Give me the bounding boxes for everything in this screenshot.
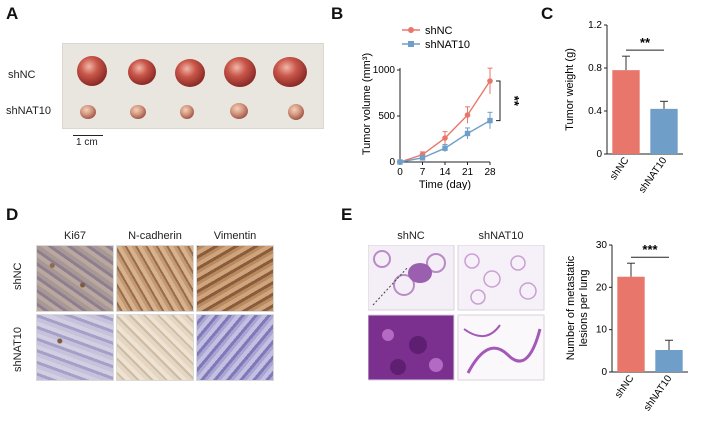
y-axis-label: Tumor weight (g) — [564, 48, 576, 131]
x-axis-label: Time (day) — [419, 179, 471, 190]
y-tick-label: 0 — [389, 157, 395, 168]
scale-bar — [73, 135, 103, 136]
bar-shNAT10 — [650, 108, 678, 154]
y-axis-label: Tumor volume (mm³) — [361, 53, 373, 155]
panel-letter-b: B — [331, 4, 344, 23]
bar-shNC — [617, 276, 645, 372]
panel-letter-a: A — [6, 4, 19, 23]
data-point-shNAT10 — [487, 117, 493, 124]
panel-d-col-ki67: Ki67 — [63, 230, 87, 242]
panel-a-row-label-shnc: shNC — [8, 69, 36, 81]
panel-d-row-label-shnc: shNC — [12, 262, 24, 290]
y-tick-label: 500 — [378, 111, 395, 122]
y-tick-label: 30 — [596, 240, 608, 251]
data-point-shNC — [487, 78, 493, 84]
significance-label: ** — [507, 96, 520, 107]
data-point-shNC — [464, 112, 471, 118]
panel-d-row-label-shnat10: shNAT10 — [12, 326, 24, 372]
ihc-image-ncadherin-shnat10 — [116, 314, 194, 381]
x-tick-label: shNC — [613, 373, 636, 400]
tumor-weight-chart: 0 0.4 0.8 1.2 shNC shNAT10 ** Tumor weight (g) — [564, 20, 683, 195]
significance-bracket — [496, 80, 501, 122]
bar-shNAT10 — [655, 349, 683, 372]
y-tick-label: 1.2 — [588, 20, 602, 31]
scale-bar-label: 1 cm — [76, 137, 98, 148]
panel-letter-c: C — [541, 4, 554, 23]
legend-marker-shNC — [408, 27, 414, 33]
x-tick-label: 0 — [397, 167, 403, 178]
panel-d-col-vimentin: Vimentin — [213, 230, 257, 242]
data-point-shNAT10 — [397, 159, 403, 165]
x-tick-label: shNC — [608, 155, 631, 182]
lung-he-images — [368, 245, 545, 381]
y-tick-label: 20 — [596, 282, 608, 293]
metastatic-lesions-chart: 0 10 20 30 shNC shNAT10 *** Number of metastati… — [565, 240, 688, 413]
x-tick-label: 28 — [484, 167, 496, 178]
ihc-image-ncadherin-shnc — [116, 245, 194, 312]
significance-label: *** — [642, 242, 658, 257]
data-point-shNAT10 — [464, 130, 471, 137]
panel-letter-e: E — [341, 205, 353, 224]
significance-label: ** — [640, 35, 651, 50]
legend-label-shNC: shNC — [425, 25, 453, 37]
panel-e-col-shnc: shNC — [397, 230, 425, 242]
y-tick-label: 1000 — [373, 65, 396, 76]
x-tick-label: 14 — [439, 167, 451, 178]
y-tick-label: 0.8 — [588, 63, 602, 74]
y-axis-label: Number of metastaticlesions per lung — [565, 255, 590, 360]
ihc-image-ki67-shnc — [36, 245, 114, 312]
panel-e-col-shnat10: shNAT10 — [478, 230, 524, 242]
panel-d-col-ncadherin: N-cadherin — [128, 230, 182, 242]
x-tick-label: shNAT10 — [637, 155, 670, 195]
y-tick-label: 0.4 — [588, 106, 602, 117]
data-point-shNAT10 — [442, 145, 448, 151]
ihc-image-ki67-shnat10 — [36, 314, 114, 381]
legend-label-shNAT10: shNAT10 — [425, 39, 470, 51]
y-tick-label: 0 — [596, 149, 602, 160]
data-point-shNC — [442, 135, 448, 141]
legend-marker-shNAT10 — [408, 41, 414, 47]
y-tick-label: 10 — [596, 325, 608, 336]
tumor-volume-chart: 0 500 1000 0 7 14 21 28 Time (day) Tumor volume (… — [361, 25, 520, 190]
x-tick-label: 7 — [420, 167, 426, 178]
y-tick-label: 0 — [601, 367, 607, 378]
panel-letter-d: D — [6, 205, 19, 224]
ihc-image-vimentin-shnat10 — [196, 314, 274, 381]
tumor-photo — [62, 43, 324, 129]
x-tick-label: 21 — [462, 167, 474, 178]
x-tick-label: shNAT10 — [642, 373, 675, 413]
panel-a-row-label-shnat10: shNAT10 — [6, 105, 52, 117]
ihc-image-vimentin-shnc — [196, 245, 274, 312]
data-point-shNAT10 — [419, 155, 426, 161]
bar-shNC — [612, 70, 640, 154]
